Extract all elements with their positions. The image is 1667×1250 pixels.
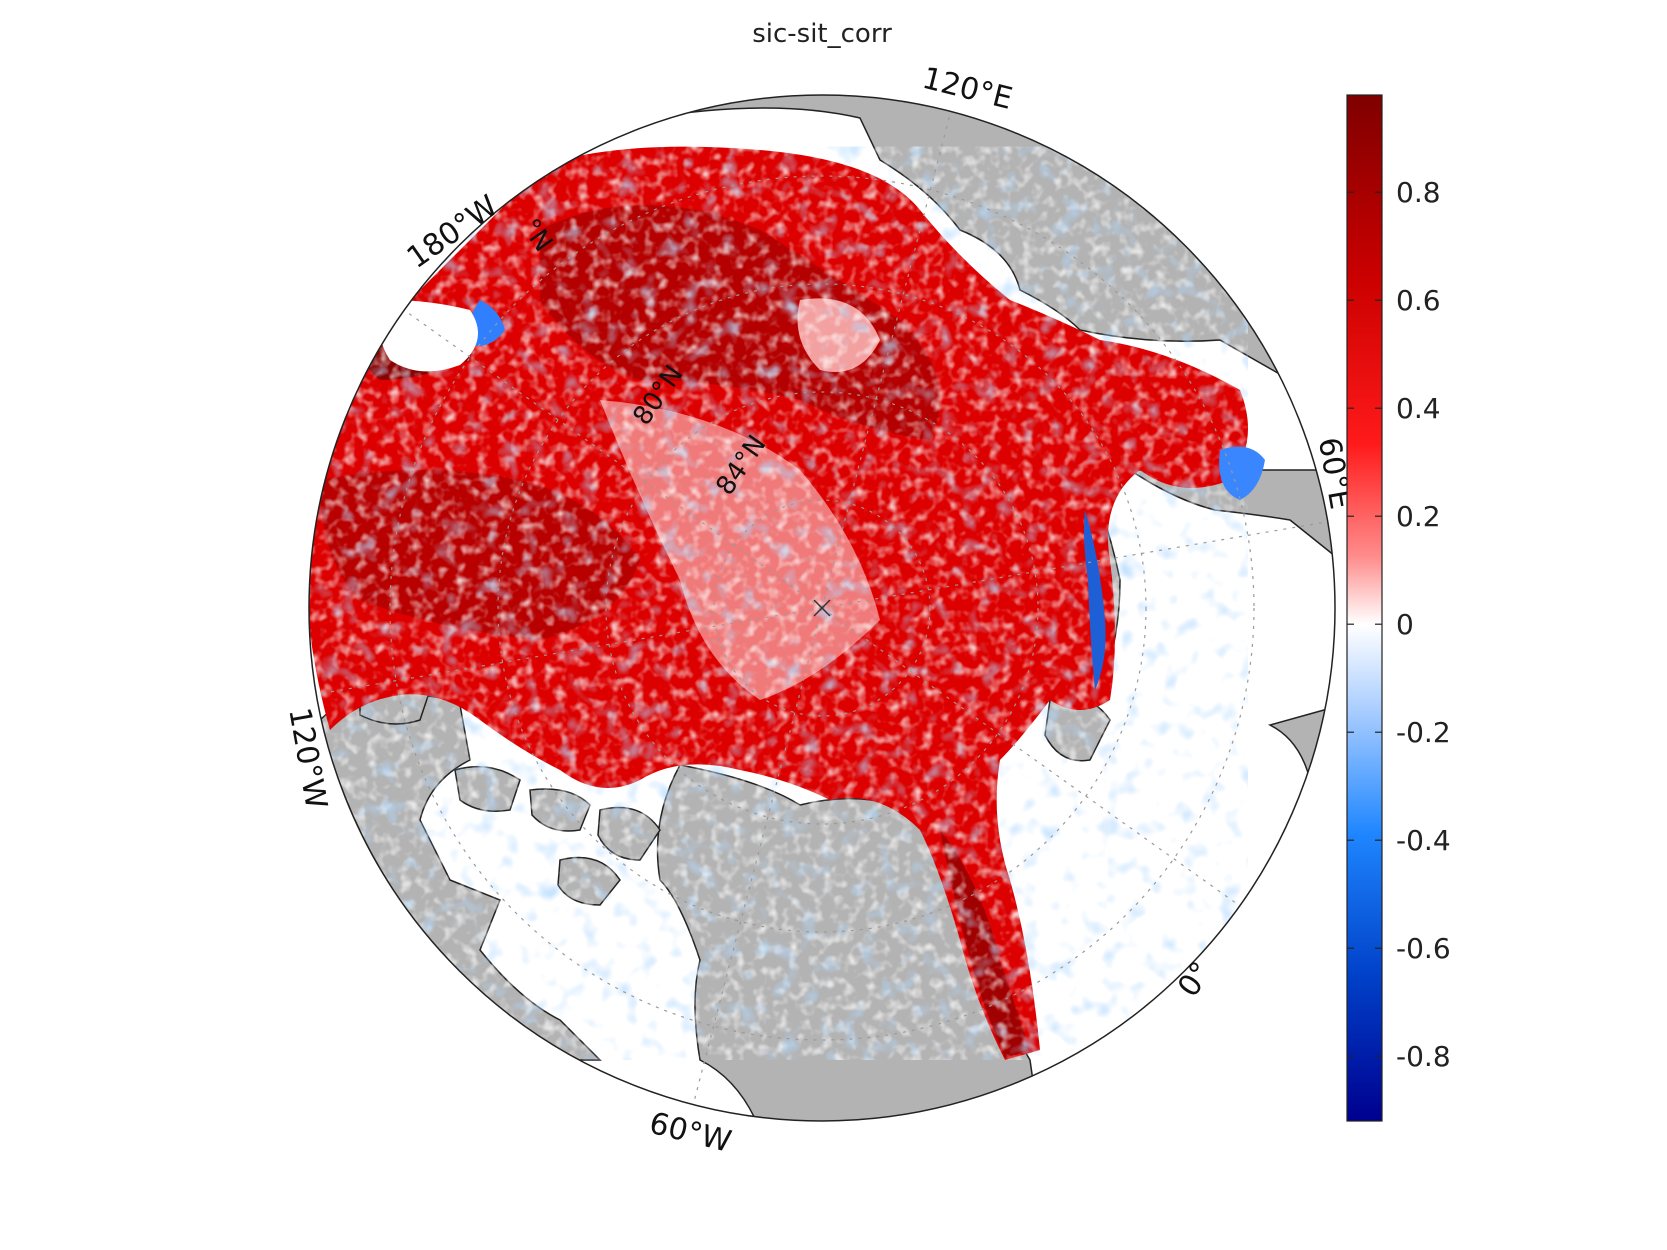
polar-map [309, 95, 1335, 1121]
graticule [311, 95, 1333, 1121]
land-island-d [597, 806, 661, 861]
land-island-e [557, 856, 621, 906]
colorbar-tick-label: -0.4 [1396, 824, 1451, 857]
data-region-blue-kara [1219, 446, 1265, 500]
colorbar-tick-label: -0.2 [1396, 716, 1451, 749]
colorbar-tick-label: 0.6 [1396, 284, 1441, 317]
colorbar-tick-label: -0.6 [1396, 932, 1451, 965]
colorbar: 0.8 0.6 0.4 0.2 0 -0.2 -0.4 -0.6 -0.8 [1346, 94, 1451, 1122]
colorbar-tick-label: 0 [1396, 608, 1414, 641]
missing-data-region [380, 300, 478, 372]
colorbar-ticks: 0.8 0.6 0.4 0.2 0 -0.2 -0.4 -0.6 -0.8 [1347, 176, 1451, 1073]
lon-label-60w: 60°W [646, 1106, 735, 1160]
land-norway [1267, 699, 1335, 781]
colorbar-gradient [1346, 94, 1383, 1122]
data-region-blue-strip [1084, 510, 1106, 690]
map-title: sic-sit_corr [752, 19, 892, 49]
colorbar-tick-label: 0.8 [1396, 176, 1441, 209]
colorbar-tick-label: -0.8 [1396, 1040, 1451, 1073]
map-boundary [308, 94, 1336, 1122]
land-scandinavia [1127, 469, 1335, 562]
colorbar-tick-label: 0.4 [1396, 392, 1441, 425]
colorbar-tick-label: 0.2 [1396, 500, 1441, 533]
land-island-c [529, 788, 591, 832]
correlation-field [309, 146, 1265, 1060]
north-pole-marker [813, 599, 831, 617]
land-island-b [454, 765, 521, 812]
